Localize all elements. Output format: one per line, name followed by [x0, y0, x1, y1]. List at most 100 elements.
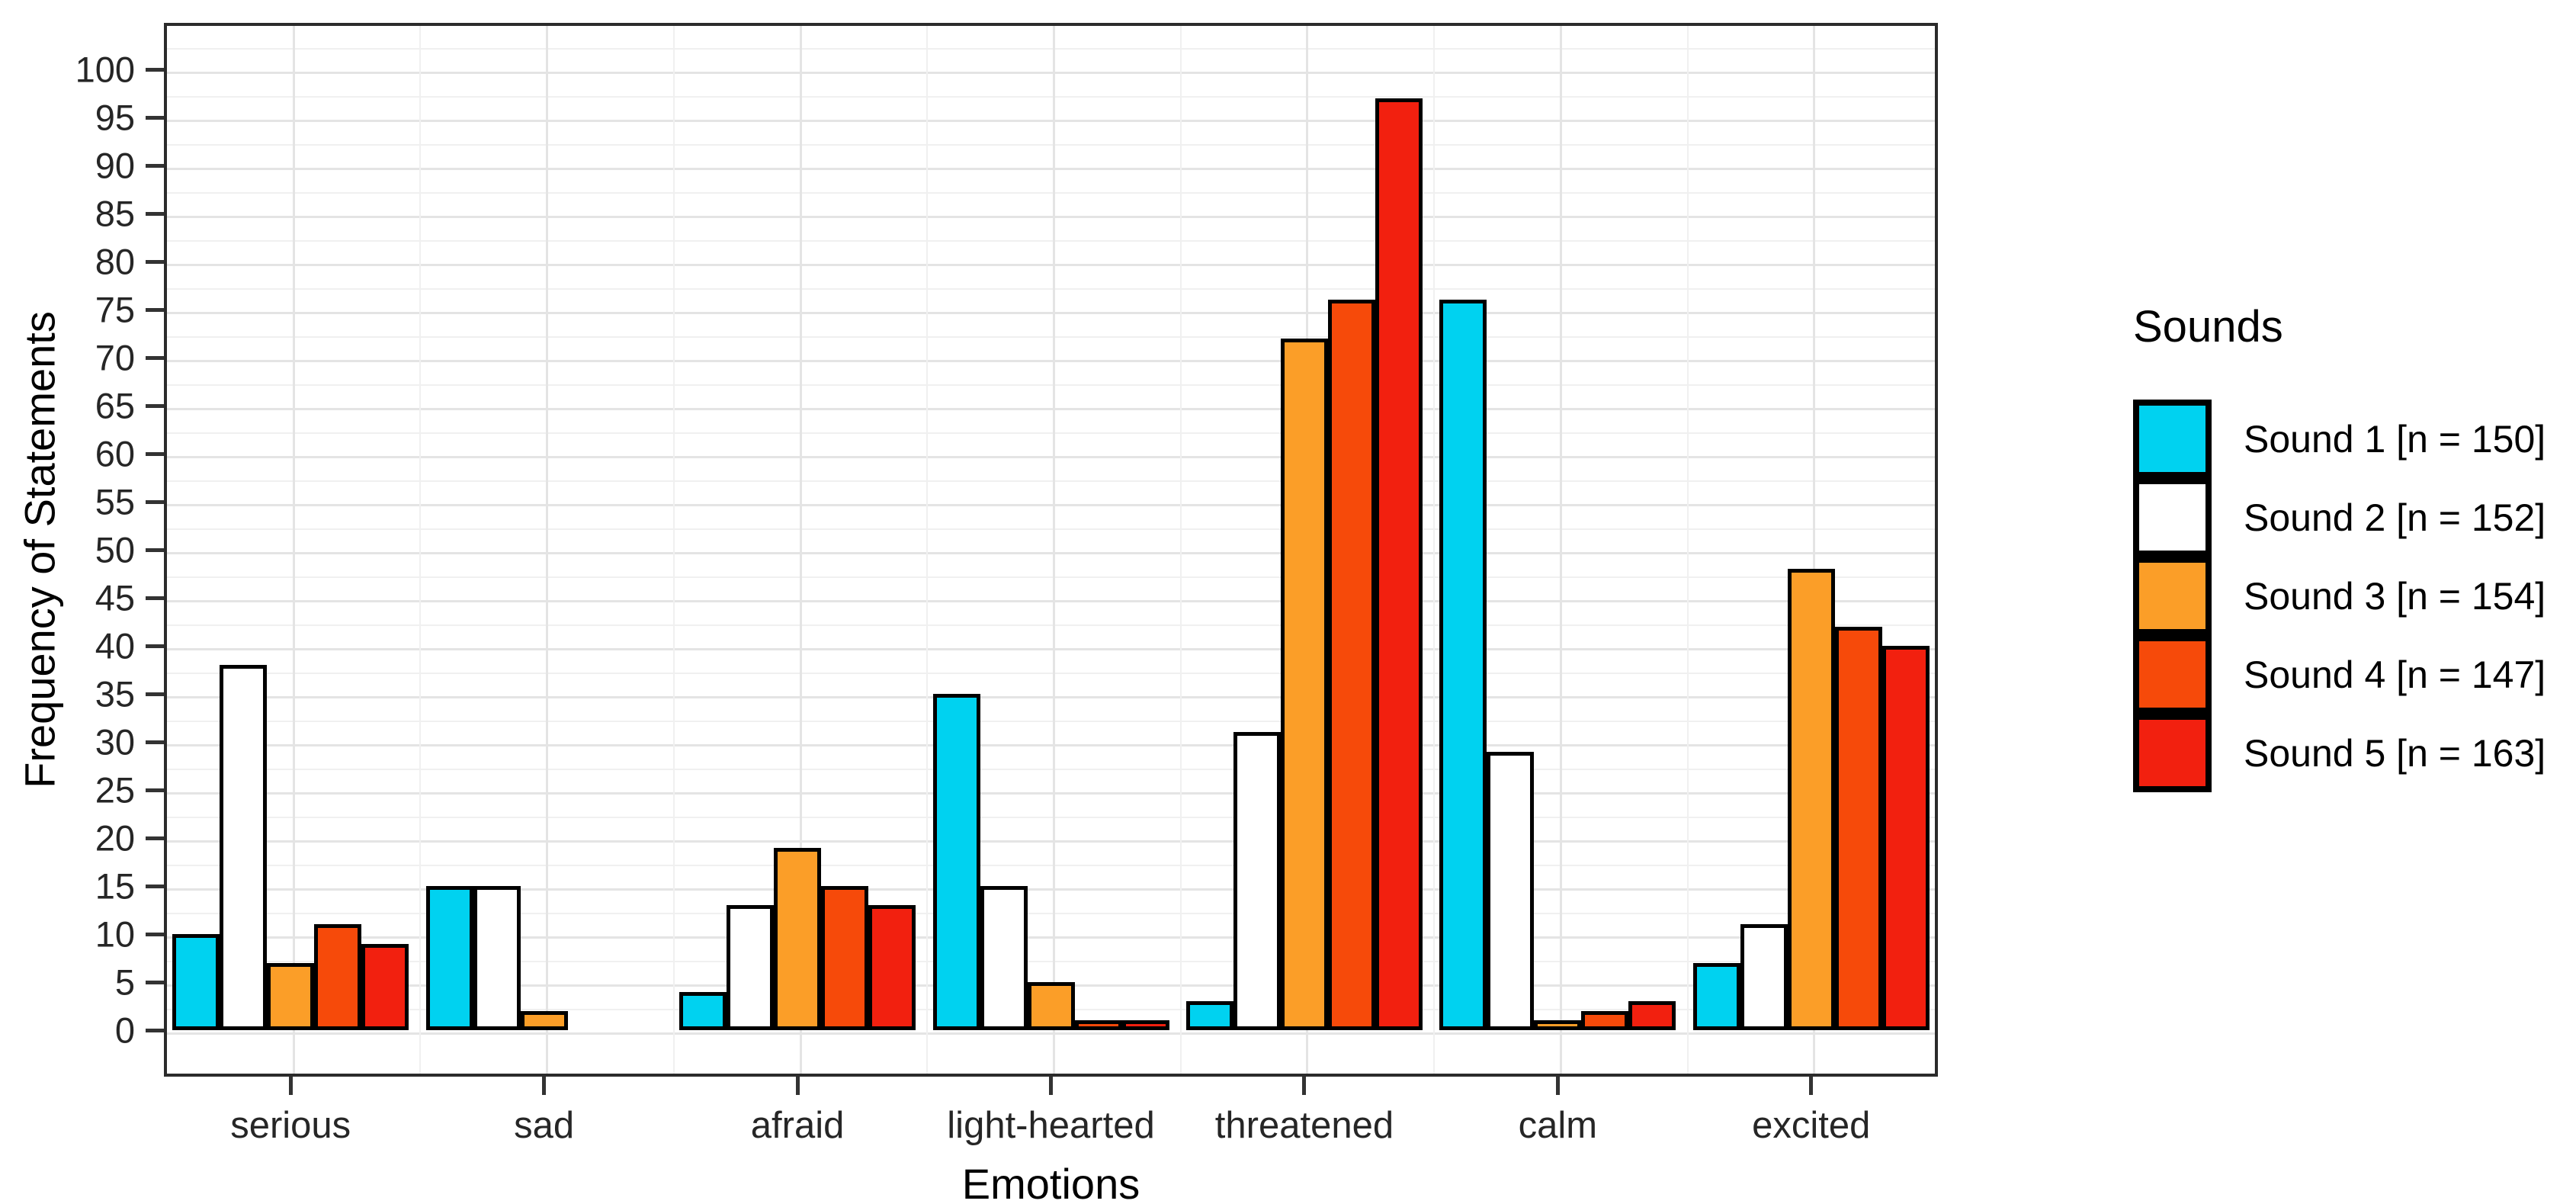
- legend-swatch-icon: [2133, 635, 2212, 714]
- y-tick: [146, 355, 164, 360]
- bar-light-hearted-sound-5: [1121, 1020, 1169, 1030]
- major-vgridline: [292, 26, 295, 1074]
- bar-serious-sound-4: [314, 924, 362, 1030]
- major-gridline: [167, 743, 1935, 746]
- major-vgridline: [1559, 26, 1562, 1074]
- x-tick-label-afraid: afraid: [750, 1105, 845, 1146]
- bar-calm-sound-1: [1439, 300, 1487, 1030]
- legend-label: Sound 1 [n = 150]: [2244, 417, 2546, 461]
- y-tick-label: 40: [95, 625, 135, 666]
- x-tick-label-light-hearted: light-hearted: [947, 1105, 1155, 1146]
- y-tick: [146, 788, 164, 792]
- x-tick: [1809, 1077, 1814, 1095]
- legend-label: Sound 3 [n = 154]: [2244, 574, 2546, 618]
- major-vgridline: [546, 26, 549, 1074]
- minor-gridline: [167, 336, 1935, 338]
- major-gridline: [167, 359, 1935, 362]
- legend-swatch-icon: [2133, 557, 2212, 635]
- legend-label: Sound 2 [n = 152]: [2244, 496, 2546, 539]
- bar-sad-sound-3: [520, 1010, 568, 1030]
- y-tick: [146, 307, 164, 312]
- major-gridline: [167, 1032, 1935, 1035]
- minor-gridline: [167, 912, 1935, 914]
- legend-label: Sound 5 [n = 163]: [2244, 731, 2546, 775]
- minor-gridline: [167, 143, 1935, 146]
- minor-gridline: [167, 191, 1935, 194]
- y-tick-label: 25: [95, 769, 135, 811]
- major-gridline: [167, 551, 1935, 554]
- bar-light-hearted-sound-3: [1027, 982, 1075, 1030]
- y-tick: [146, 596, 164, 600]
- x-tick: [1302, 1077, 1307, 1095]
- y-tick: [146, 499, 164, 504]
- minor-vgridline: [1179, 26, 1182, 1074]
- bar-excited-sound-2: [1740, 924, 1788, 1030]
- y-tick-label: 65: [95, 385, 135, 426]
- minor-vgridline: [419, 26, 422, 1074]
- minor-vgridline: [1686, 26, 1689, 1074]
- x-tick-label-excited: excited: [1752, 1105, 1871, 1146]
- minor-gridline: [167, 864, 1935, 866]
- major-gridline: [167, 71, 1935, 74]
- y-tick-label: 45: [95, 577, 135, 618]
- bar-threatened-sound-4: [1327, 300, 1375, 1030]
- bar-serious-sound-1: [172, 934, 220, 1030]
- legend: Sounds Sound 1 [n = 150] Sound 2 [n = 152…: [2133, 301, 2546, 792]
- y-tick: [146, 1028, 164, 1032]
- major-vgridline: [799, 26, 802, 1074]
- major-gridline: [167, 311, 1935, 314]
- legend-item-sound-4: Sound 4 [n = 147]: [2133, 635, 2546, 714]
- minor-gridline: [167, 960, 1935, 962]
- y-tick: [146, 451, 164, 456]
- major-gridline: [167, 888, 1935, 891]
- y-tick: [146, 163, 164, 168]
- bar-sad-sound-2: [473, 886, 521, 1030]
- bar-excited-sound-4: [1834, 626, 1882, 1030]
- bar-threatened-sound-5: [1375, 98, 1423, 1030]
- major-gridline: [167, 791, 1935, 795]
- x-tick-label-serious: serious: [230, 1105, 351, 1146]
- legend-swatch-icon: [2133, 714, 2212, 792]
- y-tick-label: 80: [95, 241, 135, 282]
- bar-light-hearted-sound-2: [980, 886, 1028, 1030]
- y-tick: [146, 67, 164, 72]
- y-axis-title: Frequency of Statements: [15, 311, 64, 788]
- x-tick: [542, 1077, 547, 1095]
- legend-item-sound-1: Sound 1 [n = 150]: [2133, 400, 2546, 478]
- y-tick: [146, 403, 164, 408]
- minor-gridline: [167, 384, 1935, 386]
- major-gridline: [167, 840, 1935, 843]
- major-gridline: [167, 263, 1935, 266]
- bar-afraid-sound-4: [821, 886, 869, 1030]
- y-tick-label: 50: [95, 529, 135, 570]
- major-gridline: [167, 455, 1935, 458]
- legend-item-sound-3: Sound 3 [n = 154]: [2133, 557, 2546, 635]
- major-gridline: [167, 215, 1935, 218]
- x-tick-label-threatened: threatened: [1214, 1105, 1394, 1146]
- bar-afraid-sound-2: [727, 905, 775, 1030]
- major-gridline: [167, 936, 1935, 939]
- bar-afraid-sound-5: [868, 905, 916, 1030]
- y-tick-label: 0: [114, 1010, 135, 1051]
- y-tick: [146, 211, 164, 216]
- bar-calm-sound-3: [1534, 1020, 1582, 1030]
- x-axis-title: Emotions: [961, 1160, 1140, 1204]
- minor-vgridline: [926, 26, 929, 1074]
- bar-sad-sound-1: [425, 886, 473, 1030]
- bar-light-hearted-sound-1: [932, 694, 980, 1030]
- minor-gridline: [167, 287, 1935, 290]
- y-tick-label: 10: [95, 913, 135, 955]
- minor-gridline: [167, 239, 1935, 242]
- minor-gridline: [167, 528, 1935, 530]
- x-tick: [1555, 1077, 1560, 1095]
- legend-item-sound-2: Sound 2 [n = 152]: [2133, 478, 2546, 557]
- y-tick-label: 95: [95, 97, 135, 138]
- y-tick: [146, 884, 164, 888]
- major-gridline: [167, 695, 1935, 698]
- minor-gridline: [167, 720, 1935, 722]
- bar-serious-sound-3: [267, 962, 315, 1030]
- legend-swatch-icon: [2133, 478, 2212, 557]
- minor-gridline: [167, 95, 1935, 98]
- legend-title: Sounds: [2133, 302, 2283, 352]
